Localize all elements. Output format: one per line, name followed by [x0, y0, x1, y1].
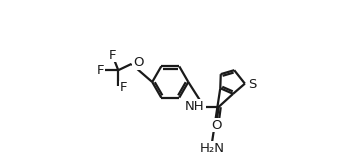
Text: O: O [212, 119, 222, 132]
Text: NH: NH [185, 100, 205, 113]
Text: S: S [249, 78, 257, 91]
Text: F: F [109, 49, 116, 62]
Text: O: O [133, 56, 144, 69]
Text: F: F [120, 81, 127, 94]
Text: F: F [96, 64, 104, 77]
Text: H₂N: H₂N [200, 142, 225, 155]
